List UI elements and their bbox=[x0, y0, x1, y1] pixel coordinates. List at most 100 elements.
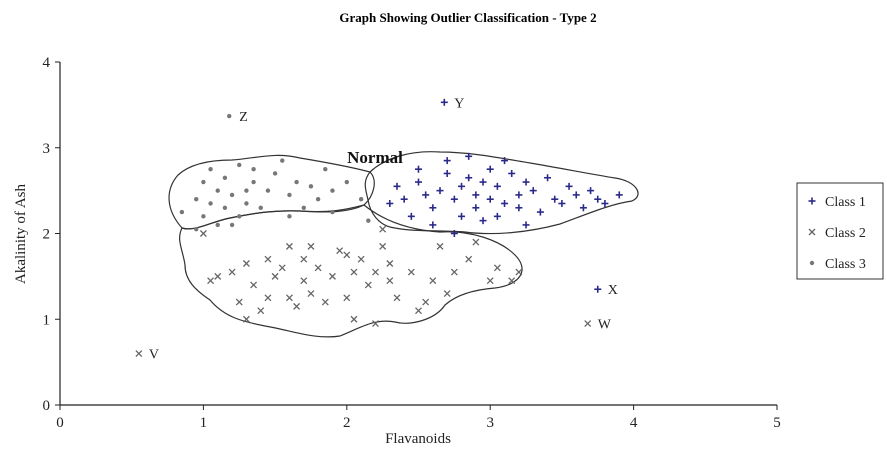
class-1-point bbox=[465, 152, 473, 160]
class-1-point bbox=[429, 221, 437, 229]
x-tick-label: 4 bbox=[630, 415, 638, 431]
class-2-point bbox=[465, 255, 473, 263]
class-2-point bbox=[372, 268, 379, 276]
class-3-point bbox=[344, 179, 349, 185]
class-1-point bbox=[579, 204, 587, 212]
class-3-point bbox=[179, 209, 185, 215]
class-3-point bbox=[251, 179, 256, 185]
class-2-point bbox=[357, 255, 365, 263]
class-1-point bbox=[615, 191, 623, 199]
class-2-point bbox=[436, 242, 444, 250]
class-1-point bbox=[544, 174, 552, 182]
y-tick-label: 0 bbox=[43, 398, 51, 414]
outlier-point-y bbox=[440, 98, 448, 106]
x-tick-label: 5 bbox=[773, 415, 781, 431]
class-1-point bbox=[472, 204, 480, 212]
class-2-point bbox=[271, 272, 279, 280]
class-2-point bbox=[285, 294, 293, 302]
class-3-point bbox=[208, 201, 213, 206]
outlier-label-z: Z bbox=[239, 110, 248, 125]
y-tick-label: 1 bbox=[43, 312, 51, 328]
class-2-point bbox=[278, 264, 286, 272]
region-class-2 bbox=[179, 204, 523, 338]
x-tick-label: 2 bbox=[343, 415, 351, 431]
outlier-point-x bbox=[594, 285, 602, 293]
class-2-point bbox=[450, 268, 458, 276]
class-1-point bbox=[501, 157, 509, 165]
class-2-point bbox=[422, 298, 430, 306]
class-1-point bbox=[422, 191, 430, 199]
class-1-point bbox=[465, 174, 473, 182]
class-1-point bbox=[450, 230, 458, 237]
class-1-point bbox=[529, 187, 537, 195]
data-points bbox=[179, 152, 623, 327]
class-2-point bbox=[314, 264, 322, 272]
class-3-point bbox=[315, 197, 321, 202]
class-1-point bbox=[508, 169, 516, 177]
class-1-point bbox=[493, 212, 501, 220]
class-2-point bbox=[429, 277, 437, 285]
class-3-point bbox=[287, 214, 292, 219]
class-3-point bbox=[251, 166, 256, 172]
chart-title: Graph Showing Outlier Classification - T… bbox=[339, 10, 596, 25]
class-2-point bbox=[307, 242, 315, 250]
class-3-point bbox=[265, 188, 271, 193]
class-3-point bbox=[323, 166, 328, 172]
outlier-point-z bbox=[227, 113, 232, 119]
class-1-point bbox=[536, 208, 544, 216]
class-2-point bbox=[250, 281, 258, 289]
class-1-point bbox=[486, 195, 494, 203]
legend-marker-class-3 bbox=[809, 260, 815, 266]
class-3-point bbox=[366, 218, 371, 223]
class-3-point bbox=[258, 205, 263, 210]
class-2-point bbox=[228, 268, 236, 276]
class-1-point bbox=[400, 195, 408, 203]
outlier-label-x: X bbox=[608, 283, 618, 298]
class-2-point bbox=[508, 277, 516, 285]
class-1-point bbox=[587, 187, 595, 195]
class-2-point bbox=[293, 302, 301, 310]
class-2-point bbox=[350, 268, 358, 276]
class-2-point bbox=[214, 272, 222, 280]
class-3-point bbox=[194, 227, 199, 232]
class-1-point bbox=[479, 217, 487, 225]
class-2-point bbox=[242, 260, 250, 267]
class-2-point bbox=[285, 242, 293, 250]
class-2-point bbox=[257, 307, 265, 315]
legend-marker-class-1 bbox=[808, 197, 816, 205]
class-2-point bbox=[486, 277, 494, 285]
class-3-point bbox=[215, 188, 220, 193]
class-2-point bbox=[264, 294, 272, 302]
class-1-point bbox=[501, 199, 509, 207]
class-2-point bbox=[300, 255, 308, 263]
class-2-point bbox=[242, 315, 250, 323]
class-2-point bbox=[372, 320, 379, 327]
outlier-label-y: Y bbox=[454, 96, 464, 111]
class-1-point bbox=[551, 195, 559, 203]
class-3-point bbox=[194, 197, 199, 202]
y-axis-ticks: 0 1 2 3 4 bbox=[43, 55, 60, 414]
class-2-point bbox=[472, 238, 480, 246]
class-1-point bbox=[415, 165, 422, 173]
class-2-point bbox=[443, 290, 451, 297]
class-1-point bbox=[458, 212, 466, 220]
class-1-point bbox=[558, 199, 566, 207]
class-2-point bbox=[264, 255, 272, 263]
class-3-point bbox=[301, 205, 306, 210]
class-1-point bbox=[522, 221, 530, 229]
x-tick-label: 1 bbox=[200, 415, 208, 431]
class-1-point bbox=[493, 182, 501, 190]
class-1-point bbox=[572, 191, 580, 199]
class-3-point bbox=[237, 214, 242, 219]
class-3-point bbox=[287, 192, 292, 198]
class-3-point bbox=[294, 179, 299, 185]
class-2-point bbox=[343, 251, 351, 259]
class-2-point bbox=[379, 242, 387, 250]
region-label-normal: Normal bbox=[347, 148, 403, 167]
class-3-point bbox=[229, 192, 235, 198]
class-1-point bbox=[479, 178, 487, 186]
legend-label-class-3: Class 3 bbox=[825, 257, 866, 272]
y-axis-label: Akalinity of Ash bbox=[13, 184, 29, 284]
class-2-point bbox=[379, 225, 387, 233]
